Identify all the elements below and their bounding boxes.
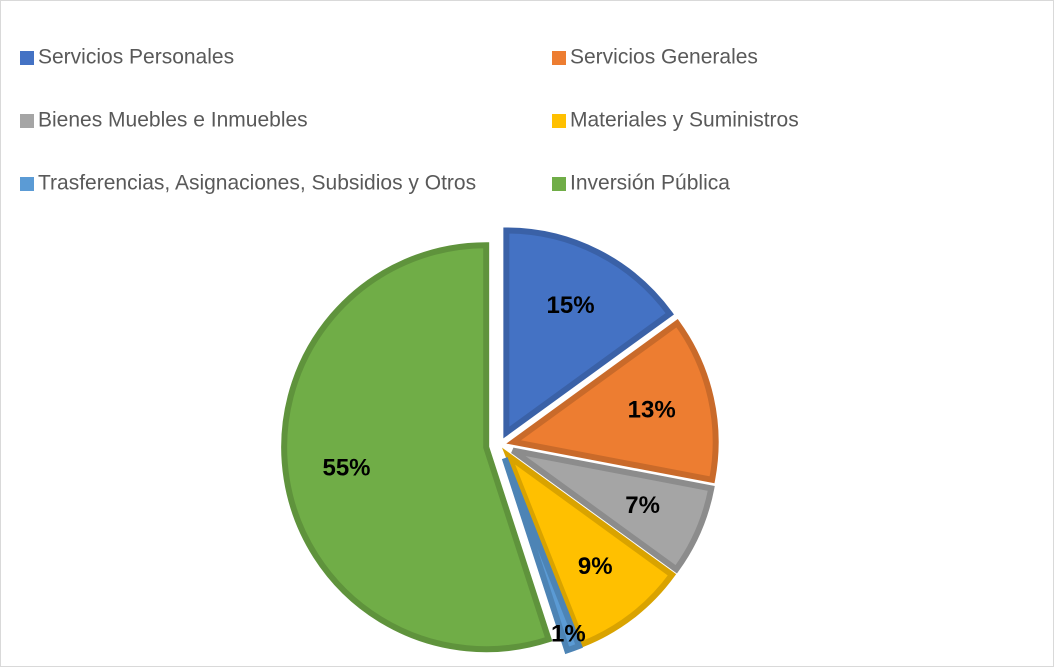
legend-swatch [552,177,566,191]
pie-slice [511,447,715,574]
legend-label: Inversión Pública [570,172,730,195]
legend-swatch [552,51,566,65]
data-label: 15% [547,292,595,319]
pie-slice [506,319,719,484]
legend-label: Materiales y Suministros [570,109,799,132]
data-label: 13% [628,396,676,423]
legend-swatch [20,51,34,65]
legend-swatch [20,177,34,191]
data-label: 7% [625,492,660,519]
pie-slice [281,242,553,653]
pie-slice [501,457,583,655]
data-label: 55% [322,455,370,482]
pie-slice [501,447,677,648]
legend-swatch [20,114,34,128]
data-label: 1% [551,620,586,647]
legend-swatch [552,114,566,128]
data-label: 9% [578,553,613,580]
legend-label: Bienes Muebles e Inmuebles [38,109,308,132]
legend-label: Servicios Personales [38,46,234,69]
legend-label: Servicios Generales [570,46,758,69]
pie-slice [503,227,674,439]
legend-label: Trasferencias, Asignaciones, Subsidios y… [38,172,476,195]
